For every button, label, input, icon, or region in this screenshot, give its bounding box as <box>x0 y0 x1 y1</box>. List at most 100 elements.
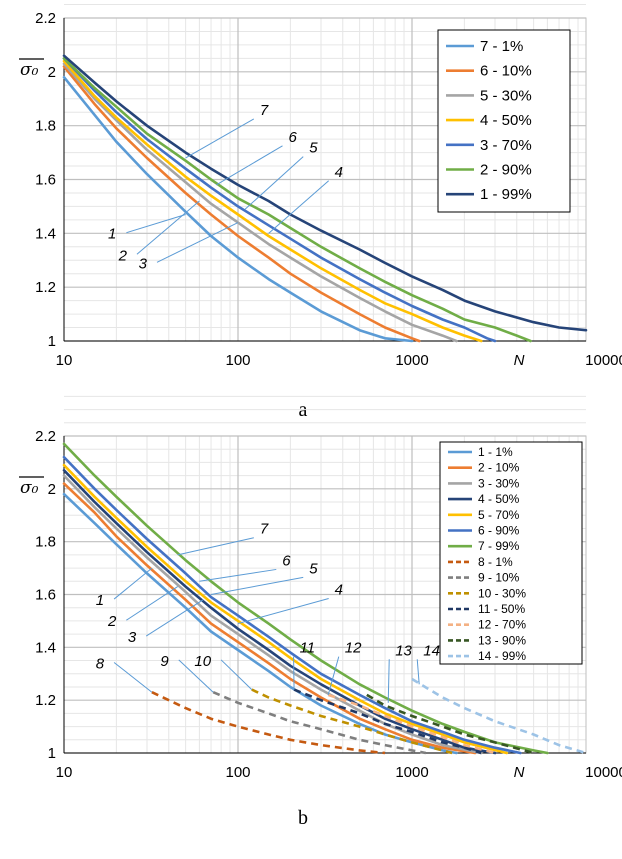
series-line <box>212 691 427 755</box>
series-line <box>62 474 483 755</box>
annotation-leader <box>185 118 255 159</box>
annotation-leader <box>113 567 153 600</box>
series-line <box>62 57 497 343</box>
y-tick-label: 1.6 <box>35 172 56 189</box>
legend-entry: 7 - 1% <box>480 38 523 55</box>
legend-entry: 6 - 10% <box>480 63 532 80</box>
annotation-leader <box>177 537 254 556</box>
series-line <box>62 75 414 343</box>
annotation-label: 10 <box>194 653 211 670</box>
legend: 1 - 1% 2 - 10%3 - 30% 4 - 50% 5 - 70% 6 - 90… <box>439 441 583 665</box>
x-tick-label: 10 <box>56 352 73 369</box>
legend-entry: 4 - 50% <box>478 492 520 506</box>
chart-panel-a: 11.21.41.61.822.210100100010000Nσ₀123456… <box>19 4 622 421</box>
annotation-label: 3 <box>139 255 148 272</box>
x-axis-label: N <box>514 352 525 369</box>
annotation-label: 7 <box>260 102 269 119</box>
series-line <box>62 57 532 343</box>
panel-caption: b <box>298 807 308 829</box>
y-tick-label: 2 <box>48 64 56 81</box>
annotation-leader <box>145 599 204 637</box>
annotation-label: 3 <box>128 629 137 646</box>
annotation-label: 8 <box>96 655 105 672</box>
annotation-label: 2 <box>107 613 117 630</box>
annotation-label: 13 <box>395 642 412 659</box>
series-line <box>411 677 587 755</box>
y-tick-label: 1.6 <box>35 587 56 604</box>
y-axis-label: σ₀ <box>20 60 39 80</box>
x-tick-label: 1000 <box>395 352 428 369</box>
legend-entry: 4 - 50% <box>480 112 532 129</box>
annotation-label: 11 <box>300 640 316 657</box>
legend-entry: 14 - 99% <box>478 649 526 663</box>
annotation-leader <box>387 659 390 703</box>
y-tick-label: 1.4 <box>35 639 56 656</box>
series-line <box>62 469 497 755</box>
legend-entry: 2 - 10% <box>478 461 520 475</box>
series-line <box>293 688 482 755</box>
series-line <box>62 59 483 343</box>
annotation-leader <box>156 222 239 263</box>
annotation-leader <box>327 656 340 696</box>
x-tick-label: 100 <box>225 764 250 781</box>
legend-box <box>439 441 583 665</box>
x-tick-label: 100 <box>225 352 250 369</box>
annotation-label: 5 <box>309 140 318 157</box>
annotation-label: 2 <box>118 247 128 264</box>
series-line <box>62 62 458 343</box>
annotation-label: 4 <box>335 582 343 599</box>
annotation-leader <box>237 598 329 625</box>
x-tick-label: 10000 <box>585 764 622 781</box>
legend-entry: 1 - 1% <box>478 445 513 459</box>
annotation-leader <box>136 200 200 255</box>
legend-entry: 3 - 70% <box>480 137 532 154</box>
legend-entry: 5 - 70% <box>478 508 520 522</box>
chart-panel-b: 11.21.41.61.822.210100100010000Nσ₀123456… <box>19 395 622 829</box>
legend-entry: 7 - 99% <box>478 539 520 553</box>
series-line <box>151 691 386 755</box>
annotation-label: 14 <box>423 642 440 659</box>
legend-entry: 12 - 70% <box>478 618 526 632</box>
y-tick-label: 1.2 <box>35 692 56 709</box>
series-line <box>366 693 534 755</box>
series-line <box>62 54 588 332</box>
series-line <box>251 688 453 755</box>
annotation-label: 1 <box>108 226 116 243</box>
series-line <box>62 455 522 755</box>
legend-entry: 10 - 30% <box>478 586 526 600</box>
legend: 7 - 1% 6 - 10% 5 - 30% 4 - 50% 3 - 70% 2 - 90… <box>437 29 571 213</box>
annotation-leader <box>126 586 178 621</box>
legend-entry: 8 - 1% <box>478 555 513 569</box>
annotation-label: 7 <box>260 521 269 538</box>
annotation-leader <box>416 659 420 685</box>
annotation-leader <box>216 145 283 186</box>
annotation-leader <box>268 180 329 234</box>
series-line <box>62 442 549 755</box>
y-tick-label: 2 <box>48 481 56 498</box>
y-tick-label: 1.8 <box>35 534 56 551</box>
annotation-leader <box>220 659 253 690</box>
series-line <box>62 482 477 755</box>
x-tick-label: 10000 <box>585 352 622 369</box>
legend-entry: 3 - 30% <box>478 476 520 490</box>
y-tick-label: 1 <box>48 333 56 350</box>
legend-entry: 6 - 90% <box>478 524 520 538</box>
annotation-label: 4 <box>335 164 343 181</box>
y-tick-label: 1.8 <box>35 118 56 135</box>
legend-entry: 2 - 90% <box>480 162 532 179</box>
legend-entry: 9 - 10% <box>478 571 520 585</box>
y-tick-label: 1.4 <box>35 225 56 242</box>
series-line <box>327 693 496 755</box>
annotation-label: 9 <box>160 653 169 670</box>
annotation-leader <box>210 576 304 595</box>
y-axis-label: σ₀ <box>20 478 39 498</box>
legend-entry: 11 - 50% <box>478 602 525 616</box>
annotation-label: 12 <box>345 640 362 657</box>
annotation-label: 5 <box>309 560 318 577</box>
annotation-label: 1 <box>96 592 104 609</box>
y-tick-label: 2.2 <box>35 10 56 27</box>
annotation-leader <box>113 662 153 693</box>
annotation-label: 6 <box>289 129 298 146</box>
legend-entry: 1 - 99% <box>480 186 532 203</box>
